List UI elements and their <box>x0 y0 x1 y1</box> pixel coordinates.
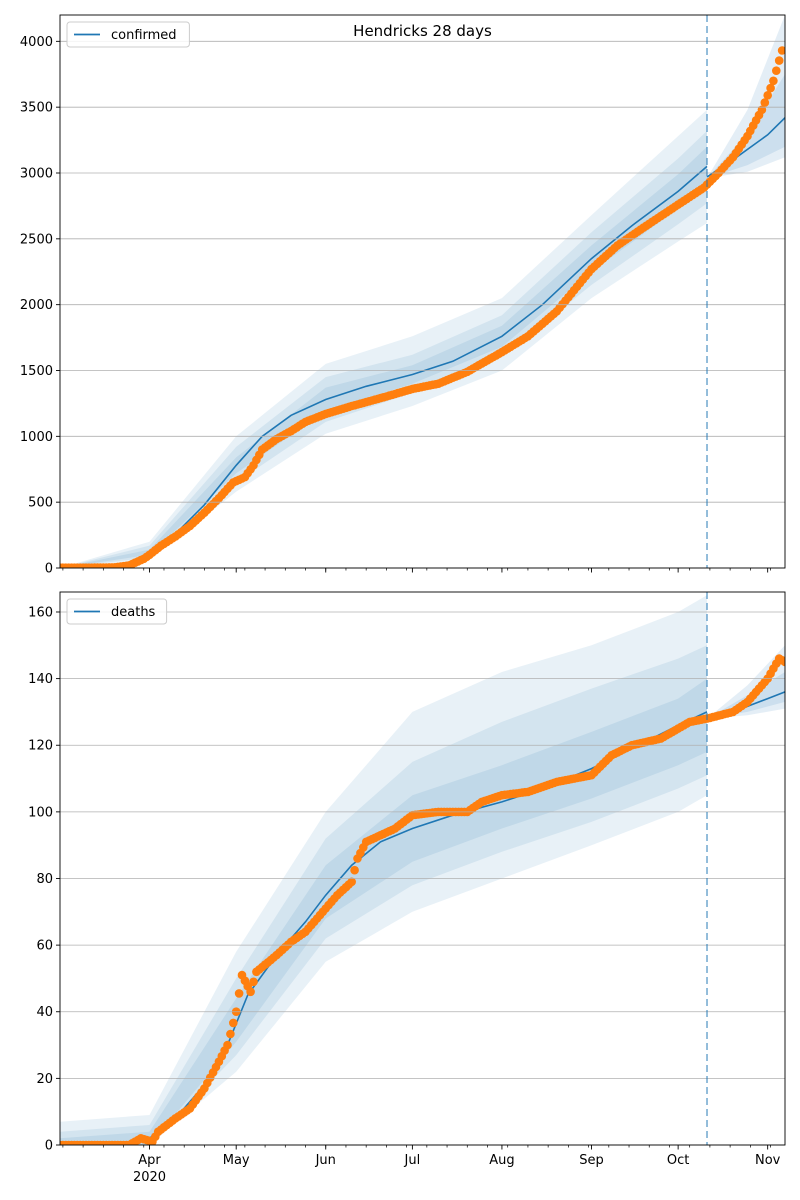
legend-box <box>66 21 190 48</box>
legend-label: deaths <box>111 605 156 620</box>
y-tick-label: 0 <box>45 562 53 577</box>
uncertainty-band <box>60 678 707 1145</box>
y-tick-label: 100 <box>28 805 53 820</box>
observed-point <box>246 987 255 997</box>
deaths-chart-panel: 0 20 40 60 80 100 120 140 160 Apr 2020 May Jun Jul Aug… <box>28 591 786 1185</box>
x-tick-label: Sep <box>579 1153 604 1168</box>
legend-box <box>66 598 168 625</box>
observed-point <box>223 1040 232 1050</box>
plot-area <box>60 15 785 568</box>
x-tick-label: May <box>223 1153 250 1168</box>
observed-point <box>760 98 770 107</box>
plot-content <box>60 15 785 568</box>
observed-point <box>763 91 772 100</box>
y-tick-label: 80 <box>36 872 53 887</box>
x-tick-label: Oct <box>667 1153 689 1168</box>
y-tick-label: 0 <box>45 1139 53 1154</box>
observed-point <box>347 877 357 887</box>
observed-point <box>234 989 244 998</box>
y-tick-label: 20 <box>36 1072 53 1087</box>
legend-label: confirmed <box>111 28 177 43</box>
observed-point <box>774 56 784 65</box>
observed-point <box>350 865 359 875</box>
observed-point <box>766 83 775 93</box>
y-tick-label: 1500 <box>20 364 53 379</box>
x-tick-label: Jul <box>404 1153 421 1168</box>
observed-point <box>249 977 258 987</box>
y-tick-label: 500 <box>28 496 53 511</box>
uncertainty-band <box>707 15 785 179</box>
plot-content <box>60 595 785 1145</box>
x-tick-label: Nov <box>755 1153 781 1168</box>
observed-point <box>757 105 767 115</box>
confirmed-chart-panel: 0 500 1000 1500 2000 2500 3000 3500 4000 Hendrick… <box>20 14 786 577</box>
y-tick-label: 1000 <box>20 430 53 445</box>
y-tick-label: 140 <box>28 672 53 687</box>
y-tick-label: 3500 <box>20 101 53 116</box>
uncertainty-band <box>60 595 707 1145</box>
axes-frame <box>59 591 786 1146</box>
plot-area <box>60 592 785 1145</box>
y-tick-label: 4000 <box>20 35 53 50</box>
uncertainty-band <box>60 645 707 1145</box>
y-tick-label: 60 <box>36 939 53 954</box>
x-tick-sublabel: 2020 <box>133 1170 166 1185</box>
y-tick-label: 2000 <box>20 298 53 313</box>
observed-point <box>780 657 785 667</box>
x-tick-label: Apr <box>138 1153 161 1168</box>
uncertainty-band <box>707 672 785 719</box>
uncertainty-band <box>707 74 785 179</box>
chart-title: Hendricks 28 days <box>353 22 492 40</box>
observed-point <box>226 1029 235 1039</box>
x-tick-label: Jun <box>315 1153 336 1168</box>
x-tick-label: Aug <box>489 1153 514 1168</box>
observed-point <box>772 66 781 75</box>
y-tick-label: 120 <box>28 739 53 754</box>
observed-point <box>229 1018 238 1028</box>
observed-point <box>777 46 785 55</box>
y-tick-label: 2500 <box>20 232 53 247</box>
observed-point <box>769 76 778 86</box>
y-tick-label: 160 <box>28 605 53 620</box>
y-tick-label: 3000 <box>20 167 53 182</box>
axes-frame <box>59 14 786 569</box>
y-tick-label: 40 <box>36 1005 53 1020</box>
